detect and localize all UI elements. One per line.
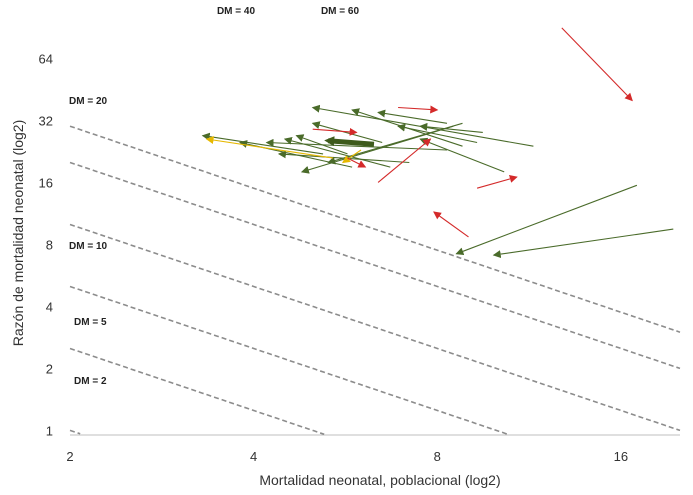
data-arrow — [561, 27, 633, 102]
reference-curve-dm-60 — [69, 125, 681, 333]
data-arrow — [311, 121, 383, 144]
reference-curve-dm-2 — [69, 429, 81, 435]
data-arrow — [433, 211, 469, 238]
data-arrow — [341, 149, 362, 164]
y-tick-label: 1 — [46, 423, 53, 438]
reference-curve-label: DM = 2 — [74, 376, 107, 387]
reference-curve-label: DM = 5 — [74, 317, 107, 328]
data-arrow — [205, 136, 334, 159]
x-tick-label: 16 — [614, 449, 628, 464]
reference-curve-labels: DM = 2 DM = 5 DM = 10 DM = 20 DM = 40 DM = 60 — [69, 6, 359, 387]
x-axis-title: Mortalidad neonatal, poblacional (log2) — [259, 472, 500, 488]
data-arrow — [201, 132, 324, 155]
data-arrow — [347, 157, 367, 168]
data-arrow — [312, 127, 358, 136]
data-arrow — [295, 134, 348, 155]
y-tick-label: 8 — [46, 237, 53, 252]
data-arrow — [476, 175, 518, 189]
y-tick-label: 2 — [46, 361, 53, 376]
data-arrow — [419, 122, 483, 133]
reference-curve-label: DM = 10 — [69, 241, 108, 252]
data-arrow — [419, 137, 505, 173]
y-axis-title: Razón de mortalidad neonatal (log2) — [10, 120, 26, 346]
reference-curve-dm-10 — [69, 285, 508, 435]
reference-curves — [69, 125, 681, 436]
data-arrow — [377, 138, 432, 183]
reference-curve-label: DM = 40 — [217, 6, 256, 17]
x-tick-label: 2 — [66, 449, 73, 464]
y-tick-labels: 1 2 4 8 16 32 64 — [39, 51, 53, 438]
x-tick-label: 4 — [250, 449, 257, 464]
data-arrow — [398, 105, 439, 114]
reference-curve-dm-20 — [69, 223, 681, 432]
data-arrow — [324, 136, 375, 147]
reference-curve-label: DM = 20 — [69, 96, 108, 107]
reference-curve-dm-5 — [69, 347, 325, 436]
y-tick-label: 32 — [39, 113, 53, 128]
data-arrow — [265, 138, 448, 151]
x-tick-labels: 2 4 8 16 — [66, 449, 628, 464]
data-arrows — [201, 27, 674, 259]
data-arrow — [397, 123, 478, 144]
x-tick-label: 8 — [434, 449, 441, 464]
y-tick-label: 4 — [46, 299, 53, 314]
y-tick-label: 16 — [39, 175, 53, 190]
data-arrow — [492, 228, 674, 259]
y-tick-label: 64 — [39, 51, 53, 66]
reference-curve-dm-40 — [69, 161, 681, 370]
data-arrow — [455, 184, 638, 256]
reference-curve-label: DM = 60 — [321, 6, 360, 17]
data-arrow — [377, 109, 448, 124]
